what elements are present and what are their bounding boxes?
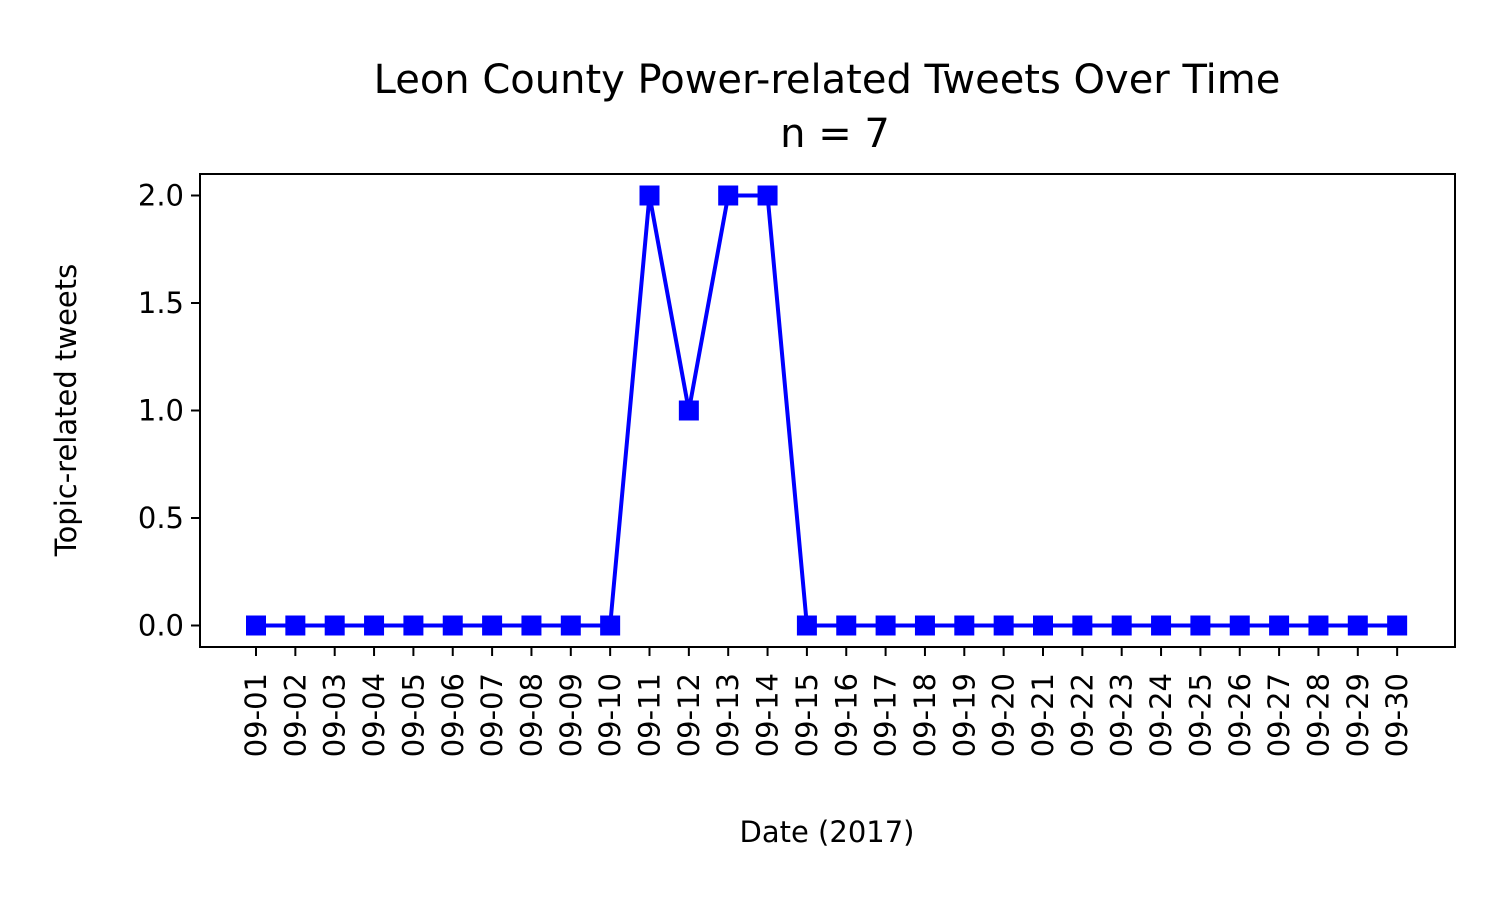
y-tick-label: 1.5 — [138, 286, 184, 320]
x-tick-label: 09-02 — [278, 673, 312, 757]
data-point — [836, 615, 857, 636]
x-tick-label: 09-30 — [1380, 673, 1414, 757]
x-tick-label: 09-16 — [829, 673, 863, 757]
data-point — [993, 615, 1014, 636]
series-layer — [246, 185, 1408, 636]
x-tick-label: 09-09 — [554, 673, 588, 757]
x-tick-label: 09-20 — [987, 673, 1021, 757]
x-tick-label: 09-19 — [947, 673, 981, 757]
data-point — [1308, 615, 1329, 636]
y-tick-label: 0.0 — [138, 609, 184, 643]
x-tick-label: 09-21 — [1026, 673, 1060, 757]
x-tick-label: 09-28 — [1301, 673, 1335, 757]
x-tick-label: 09-22 — [1065, 673, 1099, 757]
data-point — [639, 185, 660, 206]
data-point — [954, 615, 975, 636]
chart-subtitle: n = 7 — [780, 111, 890, 157]
y-axis: 0.0 0.5 1.0 1.5 2.0 — [138, 179, 200, 643]
x-tick-label: 09-29 — [1341, 673, 1375, 757]
x-tick-label: 09-11 — [633, 673, 667, 757]
data-point — [1190, 615, 1211, 636]
data-point — [875, 615, 896, 636]
x-tick-label: 09-08 — [514, 673, 548, 757]
x-tick-label: 09-25 — [1183, 673, 1217, 757]
y-tick-label: 2.0 — [138, 179, 184, 213]
data-point — [796, 615, 817, 636]
data-point — [403, 615, 424, 636]
x-tick-label: 09-17 — [869, 673, 903, 757]
data-point — [560, 615, 581, 636]
plot-frame — [199, 173, 1456, 648]
data-point — [1151, 615, 1172, 636]
x-tick-label: 09-01 — [239, 673, 273, 757]
data-point — [364, 615, 385, 636]
data-point — [1347, 615, 1368, 636]
series-line — [256, 193, 1398, 628]
x-tick-label: 09-07 — [475, 673, 509, 757]
data-point — [482, 615, 503, 636]
x-tick-label: 09-14 — [751, 673, 785, 757]
x-tick-label: 09-15 — [790, 673, 824, 757]
y-tick-label: 1.0 — [138, 394, 184, 428]
x-tick-label: 09-12 — [672, 673, 706, 757]
x-tick-label: 09-06 — [436, 673, 470, 757]
data-point — [1072, 615, 1093, 636]
x-tick-label: 09-13 — [711, 673, 745, 757]
data-point — [600, 615, 621, 636]
x-tick-label: 09-26 — [1223, 673, 1257, 757]
x-tick-label: 09-04 — [357, 673, 391, 757]
data-point — [757, 185, 778, 206]
data-point — [914, 615, 935, 636]
x-tick-label: 09-23 — [1105, 673, 1139, 757]
data-point — [718, 185, 739, 206]
x-axis-label: Date (2017) — [740, 815, 915, 849]
x-tick-label: 09-10 — [593, 673, 627, 757]
x-tick-label: 09-27 — [1262, 673, 1296, 757]
data-point — [324, 615, 345, 636]
data-point — [442, 615, 463, 636]
data-point — [521, 615, 542, 636]
data-point — [678, 400, 699, 421]
x-tick-label: 09-24 — [1144, 673, 1178, 757]
data-point — [246, 615, 266, 636]
x-tick-label: 09-05 — [396, 673, 430, 757]
chart-title: Leon County Power-related Tweets Over Ti… — [374, 57, 1281, 103]
x-tick-label: 09-03 — [318, 673, 352, 757]
data-point — [1229, 615, 1250, 636]
data-point — [1111, 615, 1132, 636]
data-point — [1387, 615, 1408, 636]
y-axis-label: Topic-related tweets — [49, 264, 83, 557]
data-point — [1269, 615, 1290, 636]
data-point — [1033, 615, 1053, 636]
x-tick-label: 09-18 — [908, 673, 942, 757]
data-point — [285, 615, 306, 636]
x-axis: 09-01 09-02 09-03 09-04 09-05 09-06 09-07 09-08… — [239, 647, 1414, 757]
y-tick-label: 0.5 — [138, 501, 184, 535]
